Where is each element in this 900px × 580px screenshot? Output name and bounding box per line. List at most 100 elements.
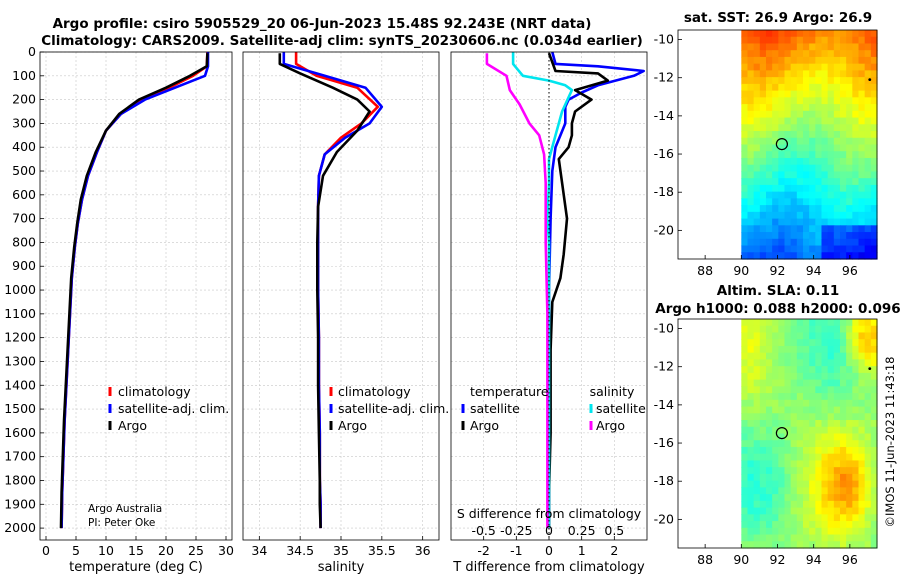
map-cell — [852, 70, 860, 78]
map-cell — [747, 319, 755, 327]
map-cell — [858, 252, 866, 260]
legend-label: Argo — [470, 418, 499, 433]
map-cell — [759, 252, 767, 260]
map-cell — [864, 507, 872, 515]
map-cell — [778, 137, 786, 146]
map-cell — [772, 319, 779, 327]
map-cell — [753, 252, 761, 260]
map-cell — [815, 359, 823, 367]
map-cell — [821, 359, 829, 367]
map-cell — [864, 366, 872, 374]
map-cell — [840, 332, 847, 340]
map-cell — [790, 426, 798, 435]
map-cell — [852, 413, 860, 421]
map-cell — [858, 164, 866, 173]
map-cell — [846, 70, 853, 78]
y-tick-label: 1700 — [4, 449, 36, 464]
map-cell — [753, 514, 761, 522]
map-cell — [821, 480, 829, 488]
map-cell — [833, 514, 841, 522]
map-cell — [833, 171, 841, 179]
map-cell — [846, 345, 853, 354]
map-cell — [858, 473, 866, 482]
map-cell — [821, 198, 829, 206]
map-cell — [821, 252, 829, 260]
map-cell — [864, 426, 872, 435]
map-cell — [784, 144, 792, 152]
map-cell — [784, 527, 792, 536]
map-cell — [790, 77, 798, 85]
map-cell — [827, 426, 835, 435]
map-cell — [772, 56, 779, 65]
map-cell — [870, 426, 878, 435]
map-cell — [864, 191, 872, 199]
map-cell — [765, 198, 773, 206]
map-cell — [790, 83, 798, 92]
map-cell — [778, 345, 786, 354]
map-cell — [840, 218, 847, 226]
map-cell — [840, 473, 847, 482]
map-cell — [870, 191, 878, 199]
map-cell — [741, 184, 749, 193]
map-cell — [864, 245, 872, 253]
map-cell — [753, 372, 761, 381]
map-cell — [846, 460, 853, 468]
map-cell — [870, 205, 878, 213]
map-cell — [815, 527, 823, 536]
map-cell — [753, 104, 761, 112]
map-cell — [821, 413, 829, 421]
header-line2: Climatology: CARS2009. Satellite-adj cli… — [41, 33, 643, 49]
map-cell — [809, 541, 816, 549]
map-cell — [753, 36, 761, 45]
map-cell — [870, 225, 878, 233]
map-cell — [796, 198, 804, 206]
map-cell — [802, 527, 810, 536]
map-cell — [852, 446, 860, 455]
map-cell — [747, 90, 755, 98]
map-cell — [784, 500, 792, 509]
map-cell — [784, 541, 792, 549]
map-cell — [759, 225, 767, 233]
map-cell — [772, 178, 779, 186]
map-cell — [753, 460, 761, 468]
map-cell — [821, 433, 829, 441]
map-cell — [759, 339, 767, 347]
map-cell — [821, 386, 829, 394]
map-cell — [809, 467, 816, 475]
map-cell — [870, 36, 878, 45]
map-cell — [784, 43, 792, 51]
map-cell — [796, 232, 804, 240]
map-cell — [852, 164, 860, 173]
map-cell — [827, 332, 835, 340]
map-cell — [772, 453, 779, 462]
map-cell — [741, 110, 749, 119]
map-cell — [870, 124, 878, 132]
map-cell — [790, 386, 798, 394]
map-cell — [864, 521, 872, 529]
map-cell — [747, 467, 755, 475]
map-cell — [815, 50, 823, 58]
map-cell — [815, 393, 823, 401]
y-tick-label: -14 — [654, 397, 674, 412]
map-cell — [852, 332, 860, 340]
map-cell — [778, 191, 786, 199]
map-cell — [833, 144, 841, 152]
map-cell — [870, 90, 878, 98]
map-cell — [796, 440, 804, 448]
map-cell — [827, 399, 835, 408]
map-cell — [827, 386, 835, 394]
map-cell — [765, 157, 773, 166]
map-cell — [772, 332, 779, 340]
map-cell — [809, 232, 816, 240]
map-cell — [741, 117, 749, 125]
map-cell — [741, 332, 749, 340]
map-cell — [846, 245, 853, 253]
map-cell — [790, 433, 798, 441]
map-cell — [741, 83, 749, 92]
map-cell — [858, 117, 866, 125]
map-cell — [809, 151, 816, 159]
map-cell — [747, 232, 755, 240]
map-cell — [864, 379, 872, 387]
map-cell — [840, 63, 847, 72]
map-cell — [784, 117, 792, 125]
